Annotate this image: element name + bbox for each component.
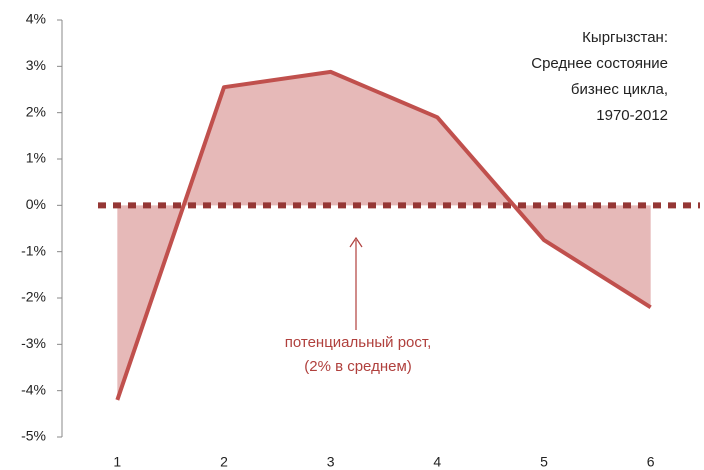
x-tick-label: 2 [220,454,228,470]
y-tick-label: 2% [26,103,46,119]
annotation: потенциальный рост, [285,334,432,351]
line [115,69,652,401]
x-tick-label: 3 [327,454,335,470]
x-tick-label: 6 [647,454,655,470]
y-tick-label: 1% [26,150,46,166]
x-tick-label: 5 [540,454,548,470]
y-tick-label: 0% [26,196,46,212]
x-tick-label: 4 [433,454,441,470]
y-tick-label: 3% [26,57,46,73]
y-tick-label: -5% [21,428,46,444]
y-tick-label: 4% [26,11,46,27]
y-tick-label: -3% [21,335,46,351]
annotation: (2% в среднем) [304,358,412,375]
y-tick-label: -1% [21,242,46,258]
title-line: Кыргызстан: [582,29,668,46]
title-line: Среднее состояние [531,55,668,72]
title-line: 1970-2012 [596,107,668,124]
arrow-head [349,236,363,248]
area [117,71,651,400]
title-line: бизнес цикла, [571,81,668,98]
y-tick-label: -4% [21,381,46,397]
x-tick-label: 1 [113,454,121,470]
y-tick-label: -2% [21,289,46,305]
